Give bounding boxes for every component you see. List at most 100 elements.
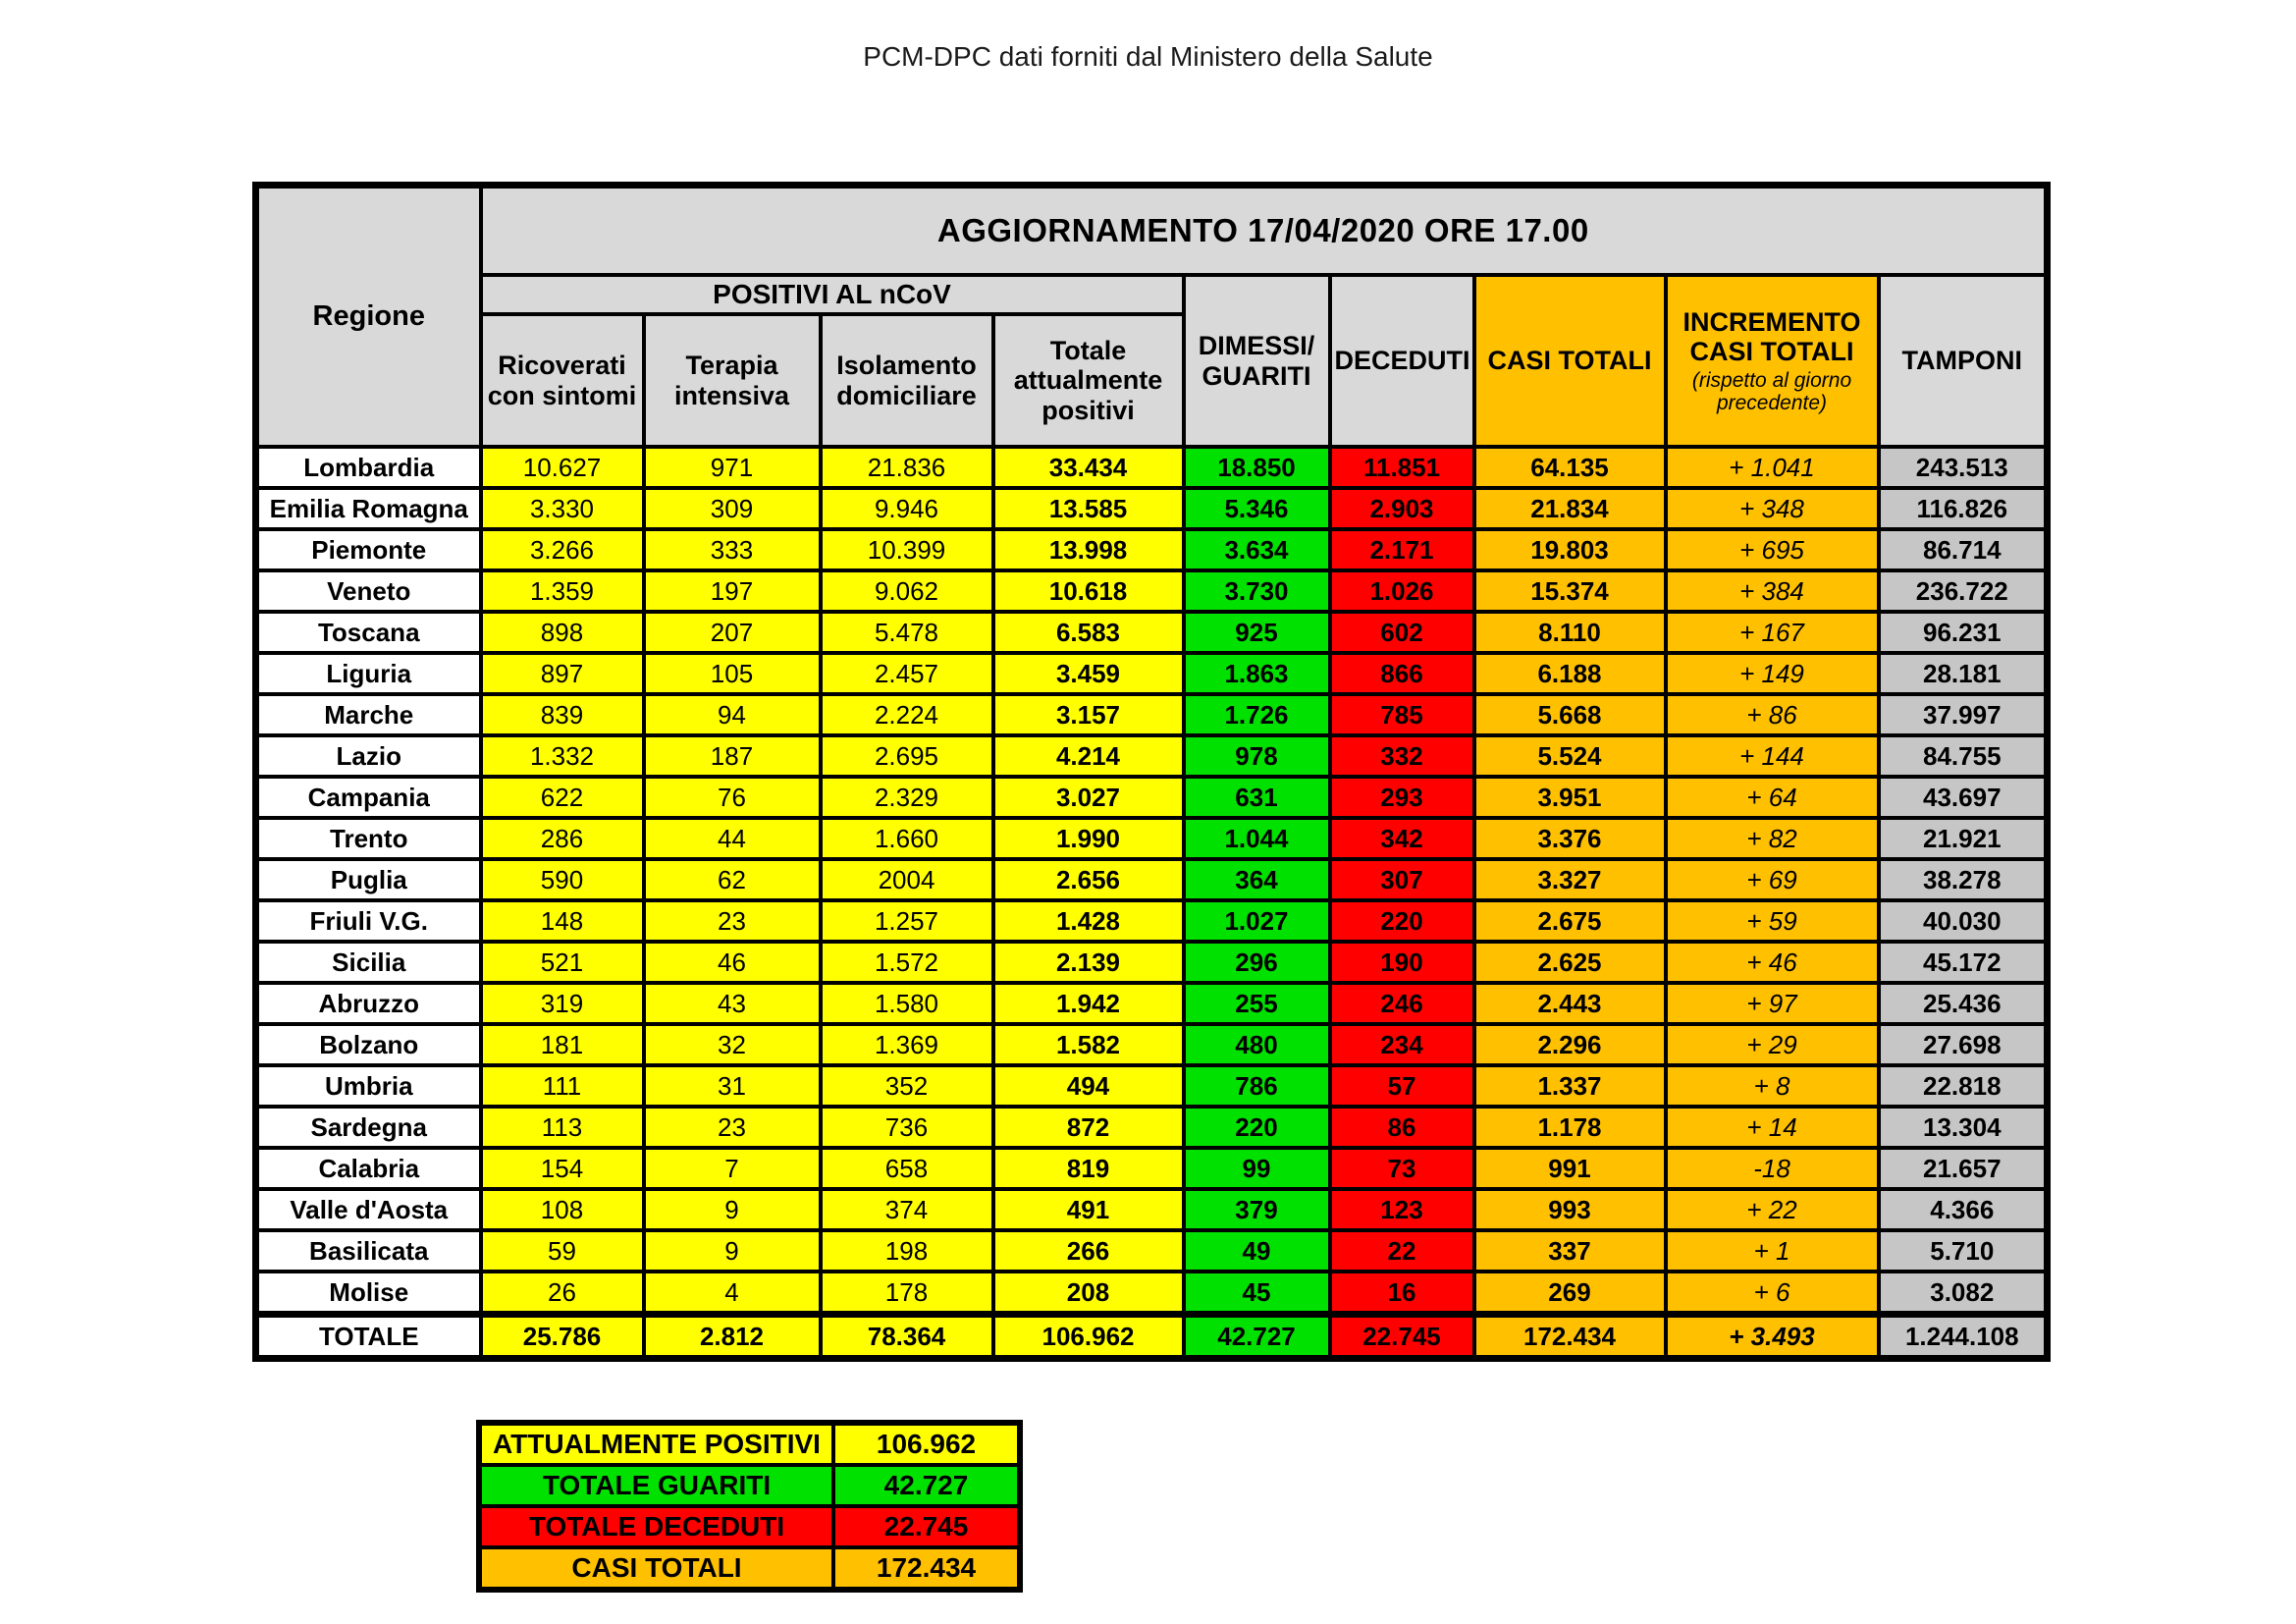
value-cell: 898 (478, 610, 646, 655)
value-cell: 220 (1181, 1105, 1332, 1150)
value-cell: 13.585 (990, 486, 1186, 531)
table-row: Bolzano 181 32 1.369 1.582 480 234 2.296 + 29 27.… (253, 1022, 2050, 1067)
value-cell: 2004 (818, 857, 995, 902)
value-cell: 1.244.108 (1876, 1311, 2050, 1361)
value-cell: 123 (1327, 1187, 1476, 1232)
value-cell: 480 (1181, 1022, 1332, 1067)
table-row: Lombardia 10.627 971 21.836 33.434 18.850 11.8… (253, 445, 2050, 490)
value-cell: 266 (990, 1228, 1186, 1273)
value-cell: 208 (990, 1270, 1186, 1317)
value-cell: 374 (818, 1187, 995, 1232)
value-cell: 45.172 (1876, 940, 2050, 985)
value-cell: 25.436 (1876, 981, 2050, 1026)
value-cell: + 6 (1663, 1270, 1881, 1317)
value-cell: 897 (478, 651, 646, 696)
value-cell: 10.618 (990, 568, 1186, 614)
value-cell: 243.513 (1876, 445, 2050, 490)
col-header-isolamento: Isolamento domiciliare (818, 312, 995, 449)
page-title: PCM-DPC dati forniti dal Ministero della… (863, 41, 1433, 72)
value-cell: 178 (818, 1270, 995, 1317)
value-cell: 6.583 (990, 610, 1186, 655)
value-cell: 73 (1327, 1146, 1476, 1191)
summary-value: 22.745 (831, 1504, 1022, 1549)
region-cell: Umbria (253, 1063, 483, 1109)
summary-label: TOTALE DECEDUTI (477, 1504, 835, 1549)
value-cell: 3.157 (990, 692, 1186, 737)
value-cell: 22 (1327, 1228, 1476, 1273)
value-cell: 198 (818, 1228, 995, 1273)
value-cell: 521 (478, 940, 646, 985)
value-cell: 3.634 (1181, 527, 1332, 572)
value-cell: 3.730 (1181, 568, 1332, 614)
value-cell: 2.329 (818, 775, 995, 820)
region-cell: Calabria (253, 1146, 483, 1191)
col-header-terapia: Terapia intensiva (641, 312, 823, 449)
value-cell: 207 (641, 610, 823, 655)
region-cell: Basilicata (253, 1228, 483, 1273)
col-header-isolamento-label: Isolamento domiciliare (836, 351, 977, 410)
value-cell: 3.459 (990, 651, 1186, 696)
totale-row: TOTALE 25.786 2.812 78.364 106.962 42.727 22.7… (253, 1311, 2050, 1361)
value-cell: 364 (1181, 857, 1332, 902)
header-row-subcolumns: Ricoverati con sintomi Terapia intensiva… (256, 312, 2048, 449)
region-cell: Puglia (253, 857, 483, 902)
table-row: Valle d'Aosta 108 9 374 491 379 123 993 + 22 4.36… (253, 1187, 2050, 1232)
value-cell: 1.332 (478, 733, 646, 779)
summary-label: TOTALE GUARITI (477, 1463, 835, 1508)
value-cell: 9 (641, 1187, 823, 1232)
table-row: Trento 286 44 1.660 1.990 1.044 342 3.376 + 82 21… (253, 816, 2050, 861)
value-cell: 44 (641, 816, 823, 861)
region-cell: Piemonte (253, 527, 483, 572)
value-cell: 993 (1471, 1187, 1668, 1232)
header-row-update: Regione AGGIORNAMENTO 17/04/2020 ORE 17.… (253, 183, 2050, 449)
value-cell: 28.181 (1876, 651, 2050, 696)
value-cell: 1.863 (1181, 651, 1332, 696)
value-cell: + 1.041 (1663, 445, 1881, 490)
region-cell: TOTALE (253, 1311, 483, 1361)
value-cell: 309 (641, 486, 823, 531)
value-cell: 6.188 (1471, 651, 1668, 696)
value-cell: 23 (641, 1105, 823, 1150)
value-cell: 4.214 (990, 733, 1186, 779)
col-header-ricoverati-label: Ricoverati con sintomi (487, 351, 637, 410)
value-cell: 296 (1181, 940, 1332, 985)
region-cell: Valle d'Aosta (253, 1187, 483, 1232)
value-cell: 23 (641, 898, 823, 944)
value-cell: 2.625 (1471, 940, 1668, 985)
table-row: Sicilia 521 46 1.572 2.139 296 190 2.625 + 46 45.… (253, 940, 2050, 985)
value-cell: 785 (1327, 692, 1476, 737)
region-cell: Toscana (253, 610, 483, 655)
value-cell: 1.026 (1327, 568, 1476, 614)
value-cell: + 46 (1663, 940, 1881, 985)
value-cell: 991 (1471, 1146, 1668, 1191)
value-cell: 59 (478, 1228, 646, 1273)
table-row: Campania 622 76 2.329 3.027 631 293 3.951 + 64 43… (253, 775, 2050, 820)
table-row: Umbria 111 31 352 494 786 57 1.337 + 8 22.818 (253, 1063, 2050, 1109)
value-cell: 839 (478, 692, 646, 737)
value-cell: 78.364 (818, 1311, 995, 1361)
value-cell: 1.369 (818, 1022, 995, 1067)
summary-label: CASI TOTALI (477, 1545, 835, 1592)
value-cell: 13.998 (990, 527, 1186, 572)
value-cell: 2.224 (818, 692, 995, 737)
value-cell: 21.834 (1471, 486, 1668, 531)
value-cell: 21.657 (1876, 1146, 2050, 1191)
value-cell: 1.572 (818, 940, 995, 985)
value-cell: + 69 (1663, 857, 1881, 902)
value-cell: 236.722 (1876, 568, 2050, 614)
value-cell: 181 (478, 1022, 646, 1067)
value-cell: + 59 (1663, 898, 1881, 944)
col-header-deceduti: DECEDUTI (1327, 273, 1476, 449)
value-cell: 148 (478, 898, 646, 944)
value-cell: 622 (478, 775, 646, 820)
value-cell: 25.786 (478, 1311, 646, 1361)
value-cell: 2.139 (990, 940, 1186, 985)
value-cell: 2.171 (1327, 527, 1476, 572)
col-header-casi-totali: CASI TOTALI (1471, 273, 1668, 449)
value-cell: 1.027 (1181, 898, 1332, 944)
value-cell: 978 (1181, 733, 1332, 779)
summary-value: 106.962 (831, 1421, 1022, 1467)
region-cell: Campania (253, 775, 483, 820)
value-cell: 154 (478, 1146, 646, 1191)
value-cell: 269 (1471, 1270, 1668, 1317)
